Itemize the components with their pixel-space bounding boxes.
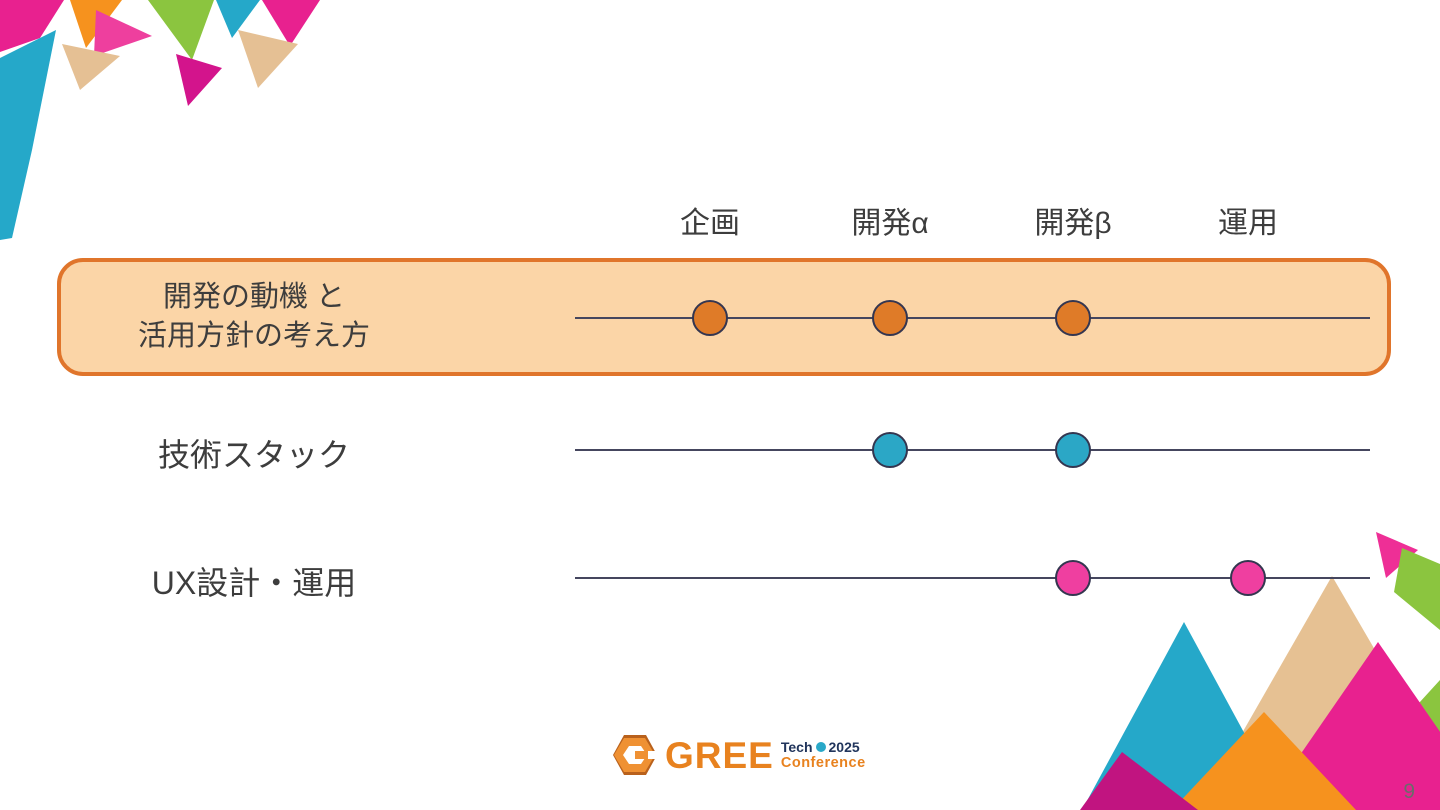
deco-shape-magenta-small xyxy=(176,54,222,106)
page-number: 9 xyxy=(1403,780,1415,803)
deco-shape-green-edge xyxy=(1394,548,1440,630)
timeline-line xyxy=(575,317,1370,319)
timeline-line xyxy=(575,577,1370,579)
deco-shape-orange-mountain xyxy=(1172,712,1356,810)
deco-shape-darkmagenta-strip xyxy=(1080,752,1198,810)
deco-shape-magenta xyxy=(0,0,64,52)
phase-header-row: 企画 開発α 開発β 運用 xyxy=(0,198,1440,240)
row-label-line: 活用方針の考え方 xyxy=(137,320,370,352)
deco-shape-pink-right xyxy=(262,0,320,46)
row-label-line: 技術スタック xyxy=(157,437,350,473)
phase-dot xyxy=(1055,560,1091,596)
phase-header-dev-alpha: 開発α xyxy=(851,207,929,240)
phase-header-operation: 運用 xyxy=(1218,207,1278,240)
row-label-ux-operation: UX設計・運用 xyxy=(73,558,435,604)
logo-badge-icon xyxy=(815,741,826,752)
phase-dot xyxy=(1055,300,1091,336)
gree-logo-icon xyxy=(613,735,658,775)
phase-dot xyxy=(692,300,728,336)
phase-dot xyxy=(872,432,908,468)
timeline-track-ux-operation xyxy=(575,555,1370,601)
phase-dot xyxy=(1055,432,1091,468)
logo-line-tech-2025: Tech 2025 xyxy=(781,740,866,754)
logo-conference-text: Conference xyxy=(780,754,866,771)
logo-text-block: Tech 2025 Conference xyxy=(781,740,866,771)
deco-shape-tan xyxy=(62,44,120,90)
deco-shape-orange xyxy=(70,0,122,48)
logo-tech-text: Tech xyxy=(780,738,813,755)
timeline-track-motivation xyxy=(575,295,1370,341)
deco-shape-teal-mountain xyxy=(1082,622,1286,810)
row-label-line: 開発の動機 と xyxy=(162,281,346,313)
gree-tech-conference-logo: GREE Tech 2025 Conference xyxy=(612,732,866,778)
deco-shape-green-sliver xyxy=(1398,680,1440,760)
deco-shape-pink xyxy=(94,10,152,56)
logo-g-bar xyxy=(635,751,648,759)
logo-year-text: 2025 xyxy=(828,738,860,755)
phase-header-dev-beta: 開発β xyxy=(1034,207,1112,240)
deco-shape-teal-small xyxy=(216,0,260,38)
phase-dot xyxy=(872,300,908,336)
deco-shape-tan-mountain xyxy=(1198,576,1440,810)
timeline-line xyxy=(575,449,1370,451)
phase-dot xyxy=(1230,560,1266,596)
deco-shape-pink-top xyxy=(1376,532,1418,578)
deco-shape-green xyxy=(148,0,214,60)
row-label-motivation: 開発の動機 と 活用方針の考え方 xyxy=(73,278,435,356)
timeline-track-techstack xyxy=(575,427,1370,473)
logo-g-gap xyxy=(642,751,658,759)
row-label-line: UX設計・運用 xyxy=(151,565,357,601)
phase-header-planning: 企画 xyxy=(680,207,740,240)
deco-shape-tan-small xyxy=(238,30,298,88)
gree-wordmark: GREE xyxy=(665,734,774,776)
row-label-techstack: 技術スタック xyxy=(73,430,435,476)
